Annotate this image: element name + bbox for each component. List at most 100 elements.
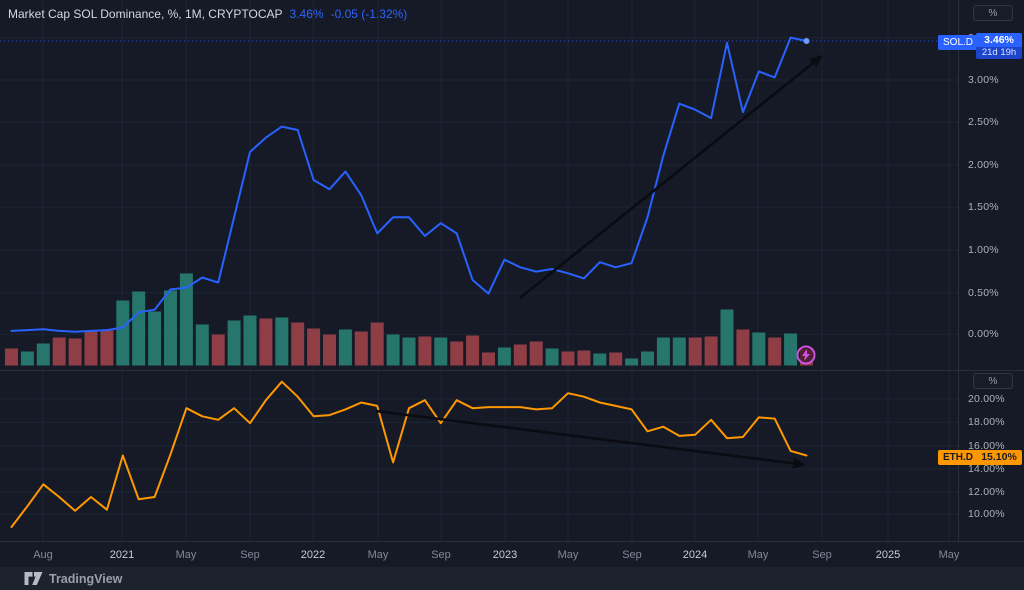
grid-top <box>0 0 958 370</box>
time-tick-month: Sep <box>431 549 451 561</box>
volume-bar <box>338 329 352 366</box>
volume-bar <box>370 322 384 366</box>
symbol-last-value: 3.46% <box>289 7 324 21</box>
volume-bar <box>354 331 368 366</box>
time-tick-year: 2024 <box>682 549 708 561</box>
time-tick-year: 2022 <box>300 549 326 561</box>
time-tick-month: Sep <box>622 549 642 561</box>
symbol-change: -0.05 (-1.32%) <box>330 7 408 21</box>
trend-arrow-up[interactable] <box>519 55 823 300</box>
time-scale[interactable]: Aug 2021 May Sep 2022 May Sep 2023 May Sep 2024 May… <box>0 541 1024 567</box>
time-tick-month: May <box>557 549 579 561</box>
volume-bar <box>513 344 527 366</box>
volume-bar <box>211 334 225 366</box>
volume-bar <box>609 352 623 366</box>
volume-bar <box>625 358 639 366</box>
price-tick-label: 10.00% <box>968 508 1005 521</box>
volume-bar <box>545 348 559 366</box>
price-tick-label: 2.00% <box>968 159 999 171</box>
pane-separator[interactable] <box>0 370 1024 371</box>
volume-bar <box>418 336 432 366</box>
volume-bar <box>179 273 193 366</box>
volume-bar <box>641 351 654 366</box>
price-tick-label: 1.50% <box>968 201 999 214</box>
sol-dominance-line[interactable] <box>10 36 808 333</box>
time-tick-year: 2023 <box>492 549 518 561</box>
eth-ticker-badge: ETH.D <box>938 450 978 465</box>
volume-bar <box>5 348 18 366</box>
volume-bar <box>52 337 66 366</box>
volume-bar <box>656 337 670 366</box>
volume-bar <box>100 330 114 366</box>
volume-bar <box>84 330 98 366</box>
time-tick-month: Aug <box>33 549 53 561</box>
price-pane-eth[interactable] <box>0 370 958 541</box>
tradingview-logo-icon[interactable] <box>24 571 43 586</box>
percent-scale-button-bottom[interactable]: % <box>973 373 1013 389</box>
volume-bar <box>20 351 34 366</box>
volume-bar <box>688 337 702 366</box>
sol-price-label: 3.46% 21d 19h <box>976 33 1022 59</box>
percent-scale-button-top[interactable]: % <box>973 5 1013 21</box>
volume-bar <box>736 329 750 366</box>
price-pane-sol[interactable] <box>0 0 958 370</box>
lightning-marker-icon[interactable] <box>796 345 816 365</box>
volume-bar <box>784 333 798 366</box>
volume-bar <box>577 350 591 366</box>
volume-bar <box>132 291 146 366</box>
volume-bar <box>497 347 511 366</box>
volume-bar <box>227 320 241 366</box>
eth-last-price: 15.10% <box>976 450 1022 465</box>
grid-bottom <box>0 370 958 541</box>
volume-bar <box>768 337 782 366</box>
volume-bar <box>307 328 321 366</box>
volume-bar <box>482 352 495 366</box>
volume-bar <box>402 337 416 366</box>
sol-bar-countdown: 21d 19h <box>976 47 1022 59</box>
volume-bar <box>704 336 718 366</box>
price-tick-label: 1.00% <box>968 244 999 256</box>
volume-bars <box>5 273 813 366</box>
price-tick-label: 2.50% <box>968 116 999 129</box>
last-price-dot <box>803 37 810 44</box>
sol-pane-canvas[interactable] <box>0 0 958 370</box>
volume-bar <box>752 332 766 366</box>
volume-bar <box>593 353 607 366</box>
time-tick-month: May <box>367 549 389 561</box>
volume-bar <box>323 334 336 366</box>
volume-bar <box>434 337 448 366</box>
eth-pane-canvas[interactable] <box>0 370 958 541</box>
volume-bar <box>243 315 257 366</box>
volume-bar <box>259 318 273 366</box>
time-tick-month: May <box>747 549 769 561</box>
footer-bar: TradingView <box>0 567 1024 590</box>
eth-dominance-line[interactable] <box>10 380 808 528</box>
volume-bar <box>561 351 575 366</box>
price-tick-label: 0.00% <box>968 328 999 341</box>
volume-bar <box>275 317 289 366</box>
symbol-legend: Market Cap SOL Dominance, %, 1M, CRYPTOC… <box>8 7 407 21</box>
time-tick-month: May <box>175 549 197 561</box>
price-tick-label: 0.50% <box>968 286 999 299</box>
volume-bar <box>386 334 400 366</box>
sol-last-price: 3.46% <box>976 33 1022 47</box>
volume-bar <box>466 335 480 366</box>
volume-bar <box>450 341 464 366</box>
trend-arrow-down[interactable] <box>375 409 806 469</box>
price-tick-label: 18.00% <box>968 416 1005 429</box>
volume-bar <box>195 324 209 366</box>
price-tick-label: 3.00% <box>968 74 999 86</box>
volume-bar <box>148 311 162 366</box>
time-tick-month: Sep <box>812 549 832 561</box>
volume-bar <box>291 322 305 366</box>
tradingview-brand-text[interactable]: TradingView <box>49 571 123 586</box>
volume-bar <box>529 341 543 366</box>
volume-bar <box>116 300 130 366</box>
price-tick-label: 20.00% <box>968 393 1005 405</box>
time-tick-year: 2025 <box>875 549 901 561</box>
volume-bar <box>720 309 734 366</box>
volume-bar <box>164 290 177 366</box>
volume-bar <box>36 343 50 366</box>
volume-bar <box>68 338 82 366</box>
